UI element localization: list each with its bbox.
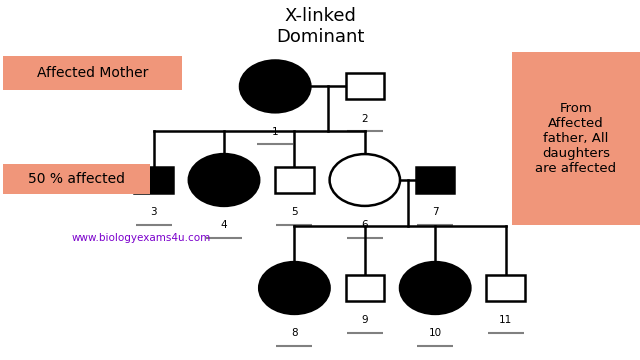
- Ellipse shape: [240, 60, 310, 112]
- Text: 1: 1: [272, 127, 278, 137]
- FancyBboxPatch shape: [416, 167, 454, 193]
- Ellipse shape: [330, 154, 400, 206]
- Text: 7: 7: [432, 207, 438, 217]
- FancyBboxPatch shape: [512, 52, 640, 225]
- Ellipse shape: [400, 262, 470, 314]
- Text: From
Affected
father, All
daughters
are affected: From Affected father, All daughters are …: [536, 102, 616, 175]
- Ellipse shape: [189, 154, 259, 206]
- Text: 9: 9: [362, 315, 368, 325]
- Text: 8: 8: [291, 328, 298, 338]
- Text: 5: 5: [291, 207, 298, 217]
- Text: 3: 3: [150, 207, 157, 217]
- Text: 6: 6: [362, 220, 368, 230]
- Text: 2: 2: [362, 114, 368, 124]
- Text: 11: 11: [499, 315, 512, 325]
- Text: X-linked
Dominant: X-linked Dominant: [276, 7, 364, 46]
- FancyBboxPatch shape: [134, 167, 173, 193]
- FancyBboxPatch shape: [275, 167, 314, 193]
- Ellipse shape: [259, 262, 330, 314]
- FancyBboxPatch shape: [3, 164, 150, 194]
- Text: Affected Mother: Affected Mother: [37, 66, 148, 80]
- FancyBboxPatch shape: [346, 73, 384, 99]
- FancyBboxPatch shape: [486, 275, 525, 301]
- Text: 10: 10: [429, 328, 442, 338]
- FancyBboxPatch shape: [346, 275, 384, 301]
- Text: 50 % affected: 50 % affected: [28, 172, 125, 186]
- Text: 4: 4: [221, 220, 227, 230]
- FancyBboxPatch shape: [3, 56, 182, 90]
- Text: www.biologyexams4u.com: www.biologyexams4u.com: [71, 233, 211, 243]
